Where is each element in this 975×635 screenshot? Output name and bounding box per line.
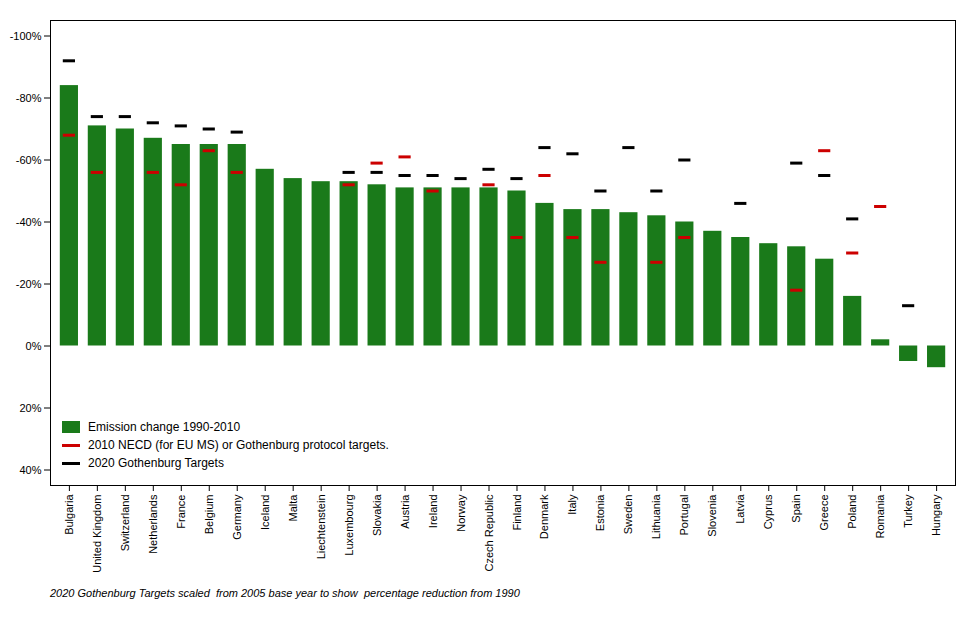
html-text:2020 Gothenburg Targets: 2020 Gothenburg Targets <box>88 456 224 470</box>
svg-text:Romania: Romania <box>874 494 886 539</box>
svg-text:Czech Republic: Czech Republic <box>483 494 495 572</box>
svg-text:Iceland: Iceland <box>259 495 271 530</box>
svg-text:Netherlands: Netherlands <box>147 494 159 554</box>
svg-text:Malta: Malta <box>287 494 299 522</box>
svg-text:Portugal: Portugal <box>678 495 690 536</box>
svg-text:Liechtenstein: Liechtenstein <box>315 495 327 560</box>
svg-text:Belgium: Belgium <box>203 495 215 535</box>
svg-text:Denmark: Denmark <box>538 494 550 539</box>
html-text:2020 Gothenburg Targets scaled: 2020 Gothenburg Targets scaled from 2005… <box>50 587 520 599</box>
svg-text:Switzerland: Switzerland <box>119 495 131 552</box>
svg-text:Germany: Germany <box>231 494 243 540</box>
svg-text:-40%: -40% <box>16 216 42 228</box>
svg-text:Slovakia: Slovakia <box>371 494 383 536</box>
svg-text:Austria: Austria <box>399 494 411 529</box>
html-text:2010 NECD (for EU MS) or Gothe: 2010 NECD (for EU MS) or Gothenburg prot… <box>88 438 389 452</box>
svg-text:Norway: Norway <box>455 494 467 532</box>
svg-text:Sweden: Sweden <box>622 495 634 535</box>
svg-text:-20%: -20% <box>16 278 42 290</box>
svg-text:Turkey: Turkey <box>902 494 914 528</box>
svg-text:Cyprus: Cyprus <box>762 494 774 529</box>
svg-text:Poland: Poland <box>846 495 858 529</box>
svg-text:Slovenia: Slovenia <box>706 494 718 537</box>
svg-text:-100%: -100% <box>10 30 42 42</box>
svg-text:0%: 0% <box>26 340 42 352</box>
svg-text:40%: 40% <box>19 464 41 476</box>
svg-text:Estonia: Estonia <box>594 494 606 532</box>
svg-text:United Kingdom: United Kingdom <box>91 495 103 573</box>
svg-text:Latvia: Latvia <box>734 494 746 524</box>
svg-text:Ireland: Ireland <box>427 495 439 529</box>
svg-text:Luxembourg: Luxembourg <box>343 495 355 556</box>
svg-text:Lithuania: Lithuania <box>650 494 662 540</box>
html-text:Emission change 1990-2010: Emission change 1990-2010 <box>88 420 241 434</box>
svg-text:Italy: Italy <box>566 494 578 515</box>
svg-text:-80%: -80% <box>16 92 42 104</box>
svg-text:Hungary: Hungary <box>930 494 942 536</box>
svg-text:France: France <box>175 495 187 529</box>
svg-text:Greece: Greece <box>818 495 830 531</box>
svg-text:Finland: Finland <box>511 495 523 531</box>
svg-text:Bulgaria: Bulgaria <box>63 494 75 535</box>
svg-text:Spain: Spain <box>790 495 802 523</box>
svg-text:-60%: -60% <box>16 154 42 166</box>
svg-text:20%: 20% <box>19 402 41 414</box>
